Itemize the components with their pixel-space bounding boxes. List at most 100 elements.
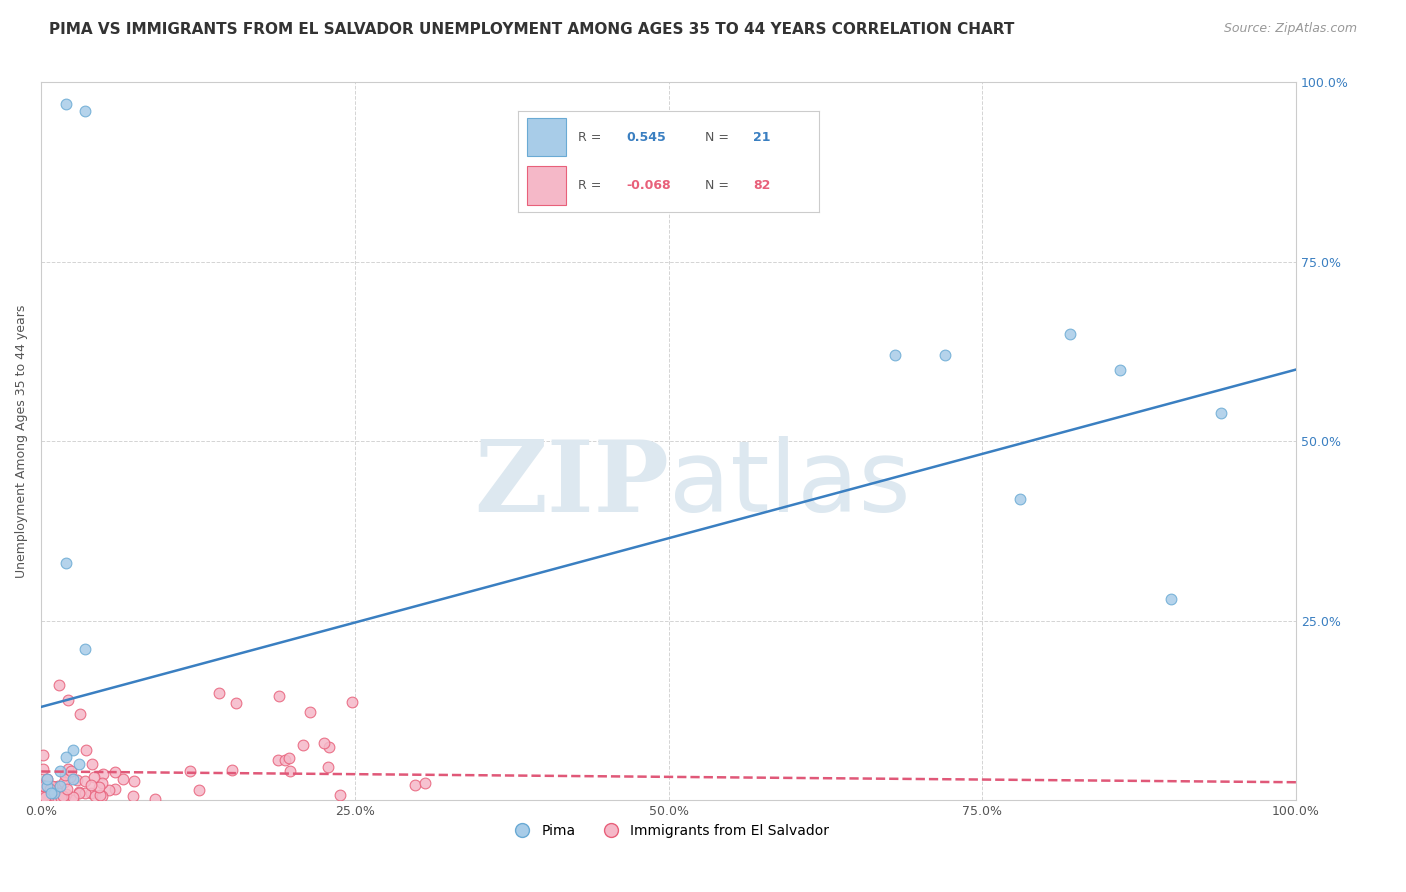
Point <box>187 783 209 797</box>
Point <box>221 763 243 777</box>
Point <box>90 789 112 803</box>
Point <box>75 774 97 789</box>
Point <box>62 772 84 786</box>
Point <box>34 789 56 804</box>
Point <box>314 736 336 750</box>
Point <box>39 786 62 800</box>
Point <box>52 792 75 806</box>
Point <box>404 778 426 792</box>
Point <box>62 793 84 807</box>
Point <box>104 781 127 796</box>
Point <box>62 743 84 757</box>
Point <box>91 766 114 780</box>
Point <box>42 789 65 804</box>
Point <box>1059 326 1081 341</box>
Point <box>42 786 65 800</box>
Point <box>59 771 82 785</box>
Point <box>42 780 65 794</box>
Point <box>67 786 90 800</box>
Point <box>80 786 103 800</box>
Point <box>1209 406 1232 420</box>
Point <box>89 789 111 803</box>
Point <box>52 792 75 806</box>
Point <box>111 772 134 786</box>
Point <box>67 785 90 799</box>
Point <box>31 748 53 763</box>
Point <box>48 678 70 692</box>
Point <box>75 742 97 756</box>
Point <box>39 782 62 797</box>
Point <box>59 764 82 778</box>
Point <box>49 791 72 805</box>
Point <box>48 786 70 800</box>
Point <box>49 779 72 793</box>
Point <box>883 348 905 362</box>
Point <box>55 750 77 764</box>
Point <box>89 780 111 795</box>
Point <box>62 790 84 805</box>
Point <box>67 757 90 772</box>
Text: PIMA VS IMMIGRANTS FROM EL SALVADOR UNEMPLOYMENT AMONG AGES 35 TO 44 YEARS CORRE: PIMA VS IMMIGRANTS FROM EL SALVADOR UNEM… <box>49 22 1015 37</box>
Point <box>329 788 352 802</box>
Point <box>46 793 69 807</box>
Point <box>56 762 79 776</box>
Point <box>269 689 291 703</box>
Point <box>75 104 97 119</box>
Point <box>299 705 322 719</box>
Point <box>274 753 297 767</box>
Point <box>58 692 80 706</box>
Point <box>340 695 363 709</box>
Point <box>75 786 97 800</box>
Point <box>267 753 290 767</box>
Point <box>55 787 77 801</box>
Point <box>55 782 77 797</box>
Text: Source: ZipAtlas.com: Source: ZipAtlas.com <box>1223 22 1357 36</box>
Point <box>318 739 340 754</box>
Point <box>280 764 302 779</box>
Point <box>122 789 145 804</box>
Point <box>316 759 339 773</box>
Point <box>51 789 73 803</box>
Point <box>32 791 55 805</box>
Point <box>31 789 53 804</box>
Text: atlas: atlas <box>669 436 910 533</box>
Point <box>66 772 89 787</box>
Point <box>38 790 60 805</box>
Point <box>37 779 59 793</box>
Point <box>1008 491 1031 506</box>
Point <box>34 779 56 793</box>
Point <box>32 785 55 799</box>
Point <box>49 764 72 779</box>
Point <box>55 97 77 112</box>
Point <box>53 768 76 782</box>
Point <box>97 782 120 797</box>
Point <box>934 348 956 362</box>
Point <box>84 789 107 803</box>
Point <box>55 557 77 571</box>
Point <box>34 780 56 795</box>
Point <box>90 775 112 789</box>
Point <box>179 764 201 779</box>
Text: ZIP: ZIP <box>474 436 669 533</box>
Point <box>48 783 70 797</box>
Point <box>278 751 301 765</box>
Point <box>413 776 436 790</box>
Point <box>31 778 53 792</box>
Point <box>1109 362 1132 376</box>
Point <box>44 780 66 794</box>
Point <box>37 772 59 786</box>
Point <box>37 785 59 799</box>
Point <box>143 792 166 806</box>
Point <box>225 696 247 710</box>
Point <box>52 791 75 805</box>
Point <box>80 757 103 772</box>
Point <box>122 773 145 788</box>
Point <box>32 762 55 776</box>
Point <box>69 707 91 722</box>
Point <box>75 642 97 657</box>
Point <box>35 772 58 786</box>
Point <box>32 784 55 798</box>
Point <box>1160 592 1182 607</box>
Point <box>291 738 314 752</box>
Point <box>83 770 105 784</box>
